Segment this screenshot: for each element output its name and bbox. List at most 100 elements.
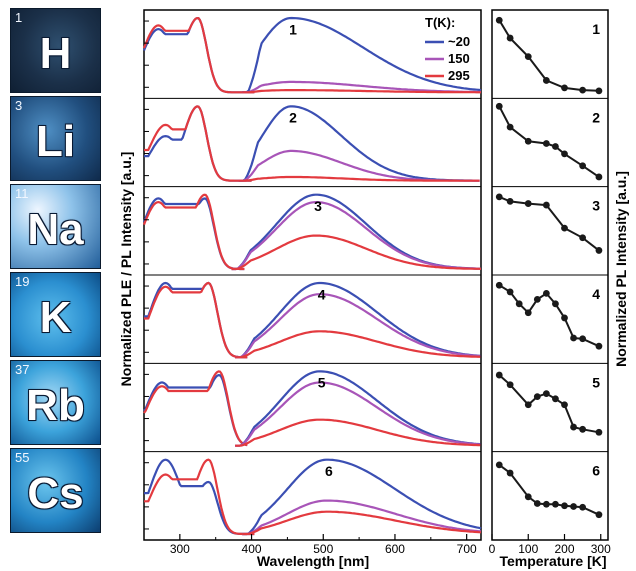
temp-data-point [495, 193, 503, 201]
atomic-number: 55 [15, 450, 30, 465]
temp-data-point [570, 503, 577, 510]
temp-data-point [579, 335, 587, 343]
temp-data-point [524, 493, 532, 501]
x-tick-label: 600 [385, 542, 405, 556]
panel-label: 5 [318, 375, 326, 391]
temp-panel-label: 5 [592, 374, 600, 390]
pl-curve-295k [238, 175, 480, 182]
temp-data-point [542, 77, 550, 84]
temp-x-axis-label: Temperature [K] [499, 553, 606, 569]
temp-data-point [542, 201, 550, 209]
element-tiles: 1 H 3 Li 11 Na 19 K 37 Rb 55 Cs [10, 8, 101, 533]
temp-data-point [561, 314, 568, 322]
pl-curve-20k [242, 458, 482, 536]
temp-data-point [579, 234, 587, 242]
temp-series-line [498, 374, 600, 434]
ple-curve-295k [142, 193, 245, 271]
temp-data-point [495, 371, 503, 379]
temp-data-point [495, 16, 503, 24]
pl-curve-20k [242, 16, 482, 94]
temp-y-axis-label: Normalized PL Intensity [a.u.] [613, 171, 629, 367]
pl-curve-20k [235, 370, 481, 447]
ple-curve-20k [144, 105, 252, 182]
temp-data-point [524, 137, 532, 145]
atomic-number: 1 [15, 10, 23, 25]
pl-curve-295k [231, 234, 481, 271]
pl-curve-150k [235, 293, 481, 359]
x-tick-label: 500 [313, 542, 333, 556]
ple-curve-295k [144, 105, 252, 182]
pl-curve-150k [242, 499, 482, 536]
element-tile-li: 3 Li [10, 96, 101, 181]
temp-data-point [552, 500, 559, 508]
legend-label: 295 [448, 68, 470, 83]
ple-curve-20k [144, 281, 248, 359]
temp-data-point [495, 102, 503, 110]
temp-data-point [542, 140, 550, 147]
atomic-number: 37 [15, 362, 30, 377]
temp-data-point [595, 428, 603, 436]
atomic-number: 11 [15, 186, 29, 201]
temperature-dependence-plot: 1 2 3 4 5 6 0 100 200 300 [489, 9, 611, 556]
element-symbol: Cs [27, 469, 84, 518]
temp-data-point [524, 401, 532, 409]
temp-panel-label: 4 [592, 286, 600, 302]
temp-data-point [542, 500, 550, 508]
temp-panel-label: 2 [592, 109, 600, 125]
temp-data-point [579, 503, 587, 511]
temp-data-point [506, 381, 514, 389]
temp-data-point [570, 334, 577, 342]
ple-curve-20k [143, 373, 248, 447]
x-tick-label: 700 [457, 542, 477, 556]
temp-data-point [506, 288, 514, 296]
element-tile-cs: 55 Cs [10, 448, 101, 533]
legend-label: 150 [448, 51, 470, 66]
pl-curve-150k [238, 149, 480, 182]
panel-label: 1 [289, 21, 297, 37]
temp-data-point [495, 281, 503, 289]
temp-data-point [595, 511, 603, 519]
panel-label: 4 [318, 286, 326, 302]
atomic-number: 3 [15, 98, 23, 113]
temp-data-point [595, 247, 603, 254]
temp-data-point [515, 300, 523, 308]
element-tile-rb: 37 Rb [10, 360, 101, 445]
ple-curve-295k [144, 281, 248, 359]
temp-data-point [506, 123, 514, 131]
element-symbol: H [39, 29, 72, 78]
element-symbol: Li [35, 117, 76, 166]
element-symbol: K [39, 293, 72, 342]
temp-data-point [524, 53, 532, 61]
temp-data-point [579, 425, 587, 433]
legend-title: T(K): [425, 15, 455, 30]
temp-panel-label: 1 [592, 21, 600, 37]
temp-x-tick-label: 200 [554, 542, 574, 556]
temp-data-point [579, 86, 587, 94]
ple-curve-295k [144, 458, 255, 536]
temp-x-tick-label: 100 [518, 542, 538, 556]
temp-data-point [570, 423, 577, 431]
main-y-axis-label: Normalized PLE / PL Intensity [a.u.] [118, 152, 134, 387]
pl-curve-20k [235, 281, 481, 359]
temp-panel-label: 3 [592, 198, 600, 214]
atomic-number: 19 [15, 274, 30, 289]
temp-data-point [506, 34, 514, 42]
legend-label: ~20 [448, 34, 470, 49]
temp-x-tick-label: 300 [591, 542, 611, 556]
temp-data-point [552, 143, 559, 150]
temp-data-point [495, 461, 503, 469]
ple-curve-295k [142, 16, 255, 94]
temp-data-point [524, 309, 532, 317]
pl-curve-150k [235, 381, 481, 447]
pl-curve-295k [235, 418, 481, 447]
ple-pl-spectra-plot: 1 2 3 4 5 6 300 400 500 600 700 [142, 9, 482, 556]
ple-curve-295k [143, 370, 248, 447]
temp-data-point [542, 390, 550, 398]
x-tick-label: 300 [170, 542, 190, 556]
temp-data-point [561, 224, 568, 232]
temp-data-point [533, 500, 541, 507]
temp-data-point [579, 162, 587, 170]
temp-data-point [561, 84, 568, 92]
temp-series-line [498, 464, 600, 516]
